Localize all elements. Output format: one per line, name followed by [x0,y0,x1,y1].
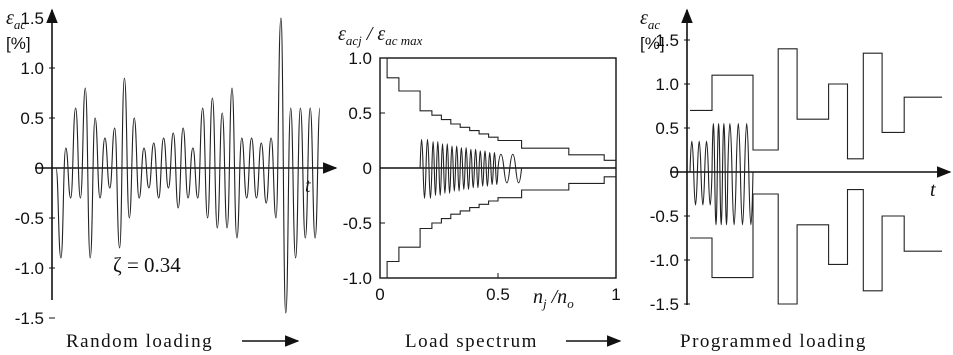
p2-ytick-label: 1.0 [348,49,372,68]
p3-ytick-label: 0 [670,163,679,182]
p1-caption: Random loading [66,331,213,352]
p1-annotation: ζ = 0.34 [113,253,181,277]
p2-xtick-label: 1 [611,285,620,304]
p1-ytick-label: 0 [35,159,44,178]
p3-ytick-label: -1.0 [650,251,679,270]
p2-caption: Load spectrum [405,331,538,352]
p3-lower-blocks [690,189,942,305]
p3-ytick-label: 1.5 [655,31,679,50]
p3-ylabel-unit: [%] [640,34,665,53]
panel-load-spectrum: εacj / εac max 1.00.50-0.5-1.00 0.5 1 nj /… [338,23,622,352]
p1-ytick-label: -1.0 [15,259,44,278]
p3-upper-blocks [690,48,942,160]
p2-xtick-label: 0 [375,285,384,304]
p3-ytick-label: -0.5 [650,207,679,226]
p1-ytick-label: -0.5 [15,209,44,228]
p1-ylabel-unit: [%] [6,34,31,53]
p3-ylabel-symbol: εac [640,7,660,32]
p3-ytick-label: -1.5 [650,295,679,314]
p1-ytick-label: 0.5 [20,109,44,128]
p2-ylabel: εacj / εac max [338,23,423,48]
p2-upper-envelope [380,57,617,164]
panel-random-loading: εac [%] t 1.51.00.50-0.5-1.0-1.5 ζ = 0.3… [6,7,338,352]
p3-ytick-label: 1.0 [655,75,679,94]
p1-ytick-label: 1.5 [20,9,44,28]
panel-programmed-loading: εac [%] t 1.5 1.0 0.5 0 -0.5 -1.0 -1.5 Program… [640,7,952,352]
p2-oscillation-sweep [419,139,523,199]
p2-ytick-label: 0 [363,159,372,178]
p2-xlabel: nj /no [533,286,574,311]
p3-caption: Programmed loading [680,331,867,352]
p3-ytick-label: 0.5 [655,119,679,138]
p1-ytick-label: 1.0 [20,59,44,78]
p3-oscillation-sweep [689,123,754,226]
p2-ytick-label: -0.5 [343,214,372,233]
p3-xlabel: t [930,179,936,201]
p1-series-line [55,17,321,314]
p2-ytick-label: 0.5 [348,104,372,123]
p2-lower-envelope [380,173,617,279]
p2-xtick-label: 0.5 [486,285,510,304]
p1-ylabel-symbol: εac [6,7,26,32]
p1-ytick-label: -1.5 [15,309,44,328]
p2-ytick-label: -1.0 [343,269,372,288]
